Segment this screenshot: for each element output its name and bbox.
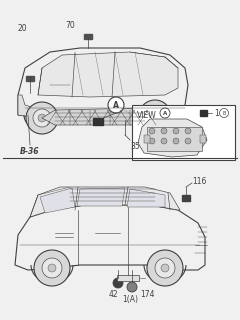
Circle shape [33, 109, 51, 127]
Circle shape [42, 258, 62, 278]
Circle shape [34, 250, 70, 286]
Text: 42: 42 [108, 290, 118, 299]
Text: 1(A): 1(A) [122, 295, 138, 304]
Text: 70: 70 [65, 21, 75, 30]
Circle shape [161, 128, 167, 134]
Polygon shape [38, 52, 178, 97]
Bar [182, 195, 190, 201]
Circle shape [113, 278, 123, 288]
Circle shape [161, 264, 169, 272]
Circle shape [146, 107, 164, 125]
Circle shape [149, 138, 155, 144]
Bar [117, 275, 139, 281]
Circle shape [38, 114, 46, 122]
Circle shape [155, 258, 175, 278]
Polygon shape [18, 95, 35, 118]
Text: A: A [163, 110, 167, 116]
Bar [93, 118, 103, 125]
Circle shape [161, 138, 167, 144]
Polygon shape [18, 48, 188, 118]
Text: 1: 1 [214, 108, 219, 117]
Polygon shape [40, 188, 75, 213]
Polygon shape [30, 187, 180, 217]
Circle shape [185, 138, 191, 144]
Circle shape [139, 100, 171, 132]
Text: VIEW: VIEW [137, 111, 157, 120]
Circle shape [26, 102, 58, 134]
Bar [147, 127, 202, 151]
Text: A: A [113, 100, 119, 109]
Text: 20: 20 [17, 24, 27, 33]
Bar [84, 34, 92, 39]
Text: 35: 35 [130, 142, 140, 151]
Text: B: B [222, 110, 226, 116]
Polygon shape [138, 119, 207, 157]
Circle shape [48, 264, 56, 272]
Polygon shape [15, 205, 205, 270]
Circle shape [147, 250, 183, 286]
Circle shape [149, 128, 155, 134]
Circle shape [127, 282, 137, 292]
Circle shape [185, 128, 191, 134]
Circle shape [173, 138, 179, 144]
Bar [200, 110, 207, 116]
Circle shape [173, 128, 179, 134]
Text: 174: 174 [140, 290, 154, 299]
Text: 116: 116 [192, 177, 206, 186]
Text: B-36: B-36 [20, 147, 40, 156]
Bar [200, 135, 206, 143]
Polygon shape [77, 188, 125, 206]
Polygon shape [42, 108, 155, 125]
Circle shape [151, 112, 159, 120]
Circle shape [108, 97, 124, 113]
Bar [132, 105, 235, 160]
Polygon shape [127, 189, 165, 207]
Bar [144, 135, 150, 143]
Bar [26, 76, 34, 81]
